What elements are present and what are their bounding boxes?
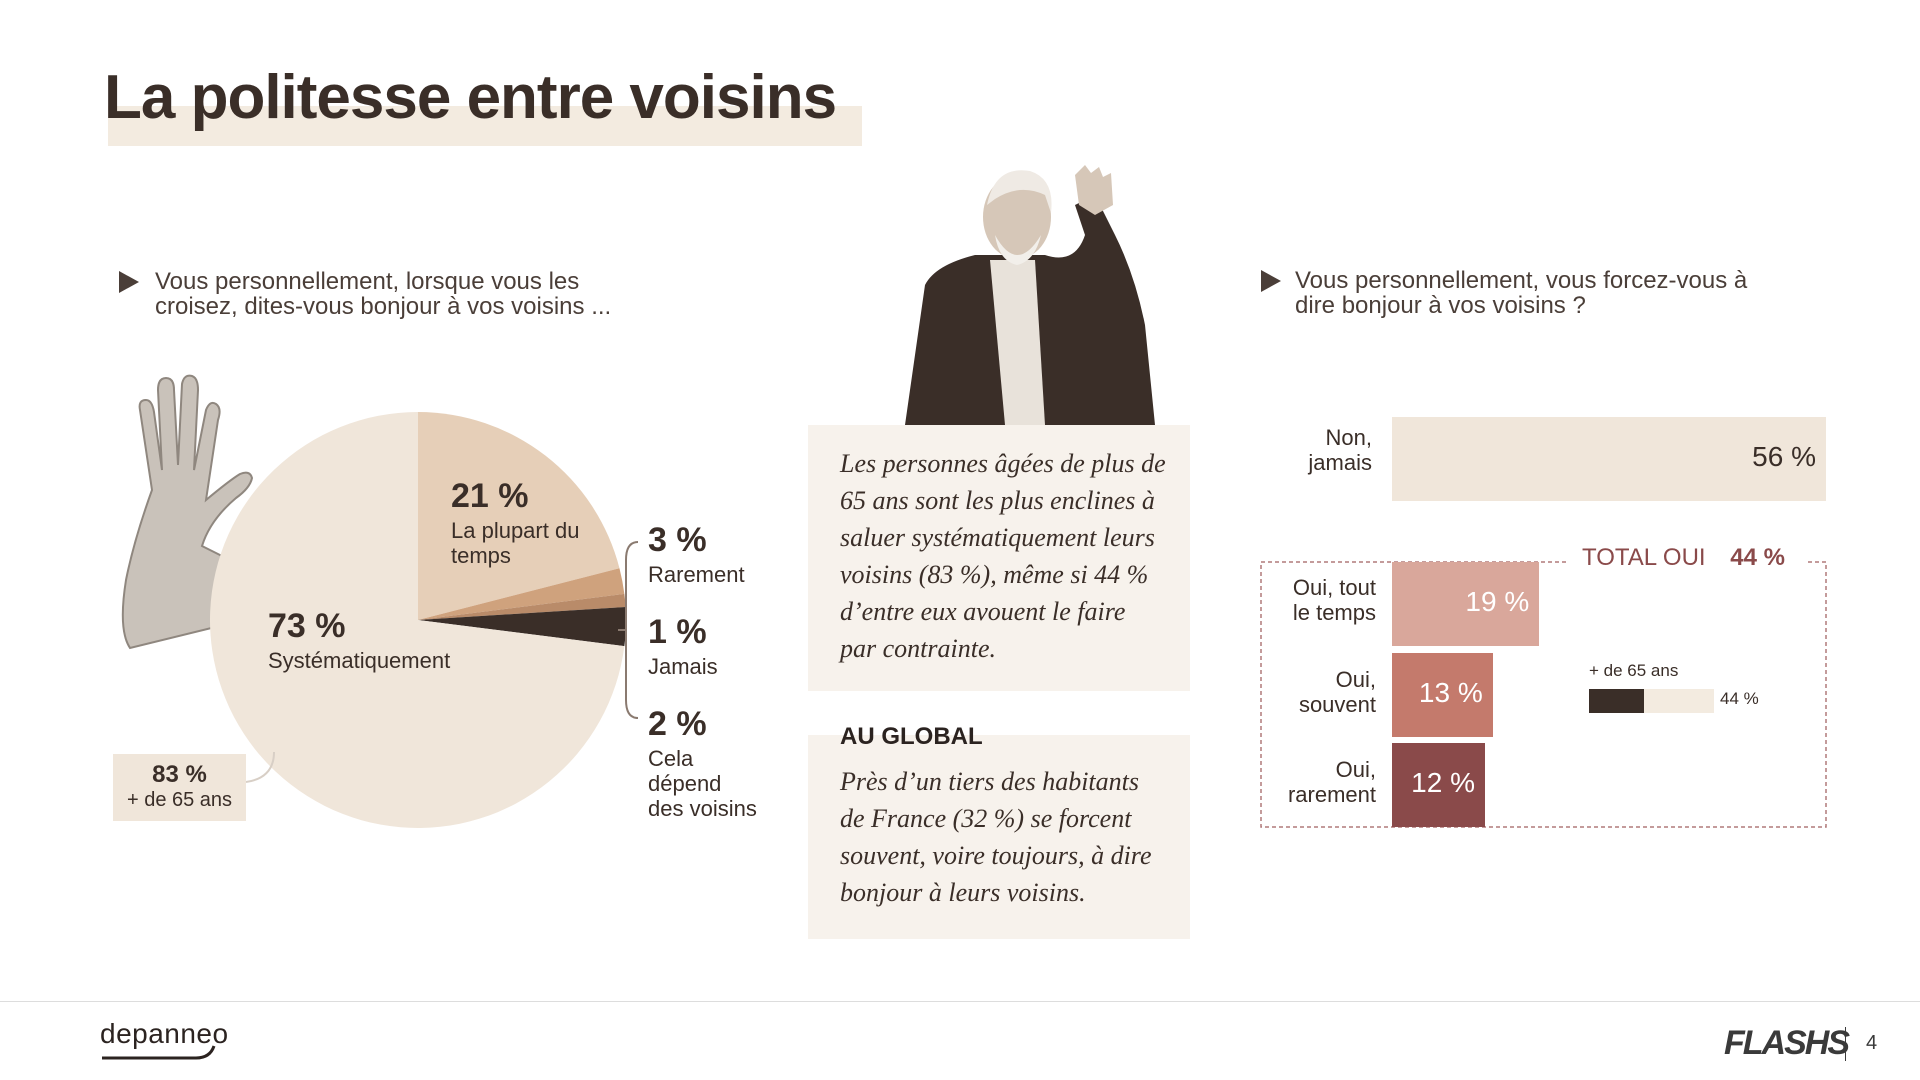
logo-smile-icon xyxy=(102,1045,216,1060)
bar-category-label: Oui, souvent xyxy=(1298,667,1376,717)
pie-chart xyxy=(210,412,626,828)
pie-slice-systématiquement xyxy=(210,412,625,828)
global-heading: AU GLOBAL xyxy=(840,723,983,750)
insight-line: d’entre eux avouent le faire xyxy=(840,597,1126,626)
triangle-bullet-icon xyxy=(119,271,139,293)
flashs-logo: FLASHS xyxy=(1724,1024,1850,1062)
over65-mini-fill xyxy=(1589,689,1644,713)
slice-label-rarement: Rarement xyxy=(648,562,745,587)
page-title: La politesse entre voisins xyxy=(104,63,837,132)
total-oui-value: 44 % xyxy=(1730,544,1785,571)
pie-slice-cela-dépend-des-voisins xyxy=(418,568,625,620)
bar-category-label: Oui, tout le temps xyxy=(1292,575,1376,625)
over65-mini-value: 44 % xyxy=(1720,689,1759,708)
over65-mini-track xyxy=(1589,689,1714,713)
left-question-line: croisez, dites-vous bonjour à vos voisin… xyxy=(155,293,612,320)
pie-slice-jamais xyxy=(418,593,626,620)
bar-oui-tout-le-temps: 19 % xyxy=(1392,562,1540,646)
bar-value-label: 19 % xyxy=(1465,586,1530,617)
insight-line: saluer systématiquement leurs xyxy=(840,523,1155,552)
pie-slice-rarement xyxy=(418,606,626,647)
insight-line: 65 ans sont les plus enclines à xyxy=(840,486,1155,515)
page-number: 4 xyxy=(1866,1032,1878,1054)
insight-text: Les personnes âgées de plus de 65 ans so… xyxy=(840,445,1166,667)
title-highlight xyxy=(108,106,862,146)
left-question: Vous personnellement, lorsque vous les c… xyxy=(155,269,715,319)
over65-callout-label: + de 65 ans xyxy=(126,789,233,811)
right-question: Vous personnellement, vous forcez-vous à… xyxy=(1295,268,1855,318)
title-block: La politesse entre voisins xyxy=(104,62,862,146)
bar-value-label: 56 % xyxy=(1752,441,1816,472)
bar-value-label: 13 % xyxy=(1418,677,1483,708)
insight-line: voisins (83 %), même si 44 % xyxy=(840,560,1149,589)
insight-line: par contrainte. xyxy=(840,634,996,663)
slice-label-depend: Cela dépend des voisins xyxy=(648,746,757,821)
over65-mini-label: + de 65 ans xyxy=(1589,661,1679,680)
elderly-man-icon xyxy=(905,165,1155,425)
callout-connector xyxy=(245,751,275,783)
global-line: de France (32 %) se forcent xyxy=(840,804,1132,833)
slice-value-label-plupart: 21 % xyxy=(451,477,529,515)
bar-non-jamais: 56 % xyxy=(1392,417,1826,501)
footer-divider xyxy=(0,1001,1920,1002)
slice-label-systematique: Systématiquement xyxy=(268,648,451,673)
small-slices-bracket xyxy=(618,541,639,719)
bar-oui-rarement: 12 % xyxy=(1392,743,1485,827)
slice-value-label-jamais: 1 % xyxy=(648,613,707,651)
slice-value-label-depend: 2 % xyxy=(648,705,707,743)
global-line: bonjour à leurs voisins. xyxy=(840,878,1086,907)
total-oui-label: TOTAL OUI 44 % xyxy=(1582,544,1785,572)
insight-line: Les personnes âgées de plus de xyxy=(840,449,1166,478)
total-oui-text: TOTAL OUI xyxy=(1582,544,1706,571)
slice-label-plupart: La plupart du temps xyxy=(451,518,580,568)
bar-category-label: Non, jamais xyxy=(1308,425,1372,475)
depanneo-logo: depanneo xyxy=(100,1018,229,1049)
left-question-line: Vous personnellement, lorsque vous les xyxy=(155,268,580,295)
global-line: Près d’un tiers des habitants xyxy=(840,767,1139,796)
global-text: Près d’un tiers des habitants de France … xyxy=(840,763,1151,911)
right-question-line: dire bonjour à vos voisins ? xyxy=(1295,292,1586,319)
bar-value-label: 12 % xyxy=(1411,767,1475,798)
global-box: AU GLOBAL Près d’un tiers des habitants … xyxy=(808,723,1190,939)
total-oui-frame xyxy=(1260,561,1827,828)
slice-label-jamais: Jamais xyxy=(648,654,718,679)
slice-value-label-rarement: 3 % xyxy=(648,521,707,559)
over65-callout-value: 83 % xyxy=(152,761,207,788)
bar-oui-souvent: 13 % xyxy=(1392,653,1493,737)
right-question-line: Vous personnellement, vous forcez-vous à xyxy=(1295,267,1748,294)
over65-callout: 83 % + de 65 ans xyxy=(113,754,246,821)
insight-box: Les personnes âgées de plus de 65 ans so… xyxy=(808,425,1190,691)
slice-value-label-systematique: 73 % xyxy=(268,607,346,645)
bar-category-label: Oui, rarement xyxy=(1287,757,1376,807)
global-line: souvent, voire toujours, à dire xyxy=(840,841,1152,870)
pie-slice-la-plupart-du-temps xyxy=(418,412,620,620)
footer-separator xyxy=(1845,1027,1846,1061)
triangle-bullet-icon xyxy=(1261,270,1281,292)
